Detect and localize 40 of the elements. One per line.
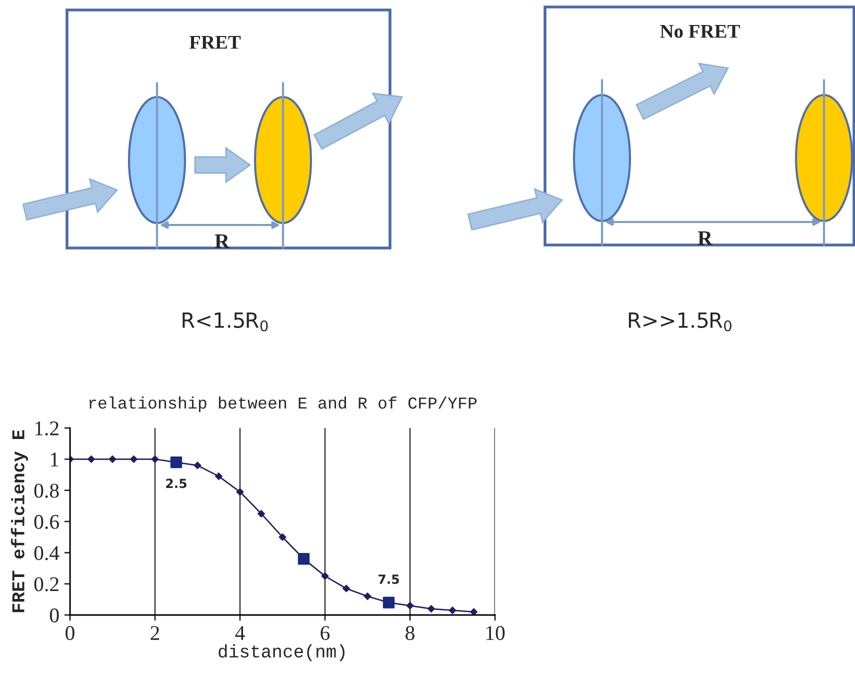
point — [278, 533, 286, 542]
text: R>>1.5R$_{0}$ — [628, 312, 732, 332]
point — [364, 592, 372, 600]
point — [151, 455, 159, 464]
x-tick-label: 0 — [66, 626, 74, 640]
annotation: 2.5 — [166, 478, 186, 488]
point — [108, 455, 116, 464]
point — [130, 455, 138, 464]
x-tick-label: 8 — [406, 626, 414, 640]
y-tick-label: 0.4 — [34, 546, 60, 560]
x-tick-label: 6 — [320, 626, 330, 640]
y-tick-label: 0.8 — [34, 484, 59, 498]
point — [448, 606, 456, 614]
y-tick-label: 1.2 — [35, 421, 58, 436]
point — [87, 455, 96, 464]
y-tick-label: 0.2 — [34, 577, 58, 592]
y-axis-title: FRET efficiency E — [10, 430, 28, 612]
x-tick-label: 2 — [150, 626, 160, 640]
x-tick-label: 10 — [486, 626, 505, 640]
text: R — [214, 234, 230, 248]
point — [194, 461, 202, 470]
point — [236, 488, 244, 496]
chart-title: relationship between E and R of CFP/YFP — [89, 396, 477, 412]
text: R — [698, 231, 713, 246]
text: FRET — [189, 36, 241, 49]
point — [470, 608, 478, 615]
point — [214, 472, 223, 480]
point — [342, 584, 350, 592]
x-tick-label: 4 — [235, 626, 245, 640]
annotation: 7.5 — [378, 574, 399, 584]
y-tick-label: 0.6 — [34, 514, 59, 530]
point — [406, 602, 414, 610]
x-axis-title: distance(nm) — [218, 644, 344, 662]
point — [321, 572, 329, 580]
point — [257, 510, 266, 518]
y-tick-label: 0 — [50, 608, 59, 622]
point — [427, 604, 436, 613]
text: R<1.5R$_{0}$ — [182, 312, 268, 332]
y-tick-label: 1 — [51, 452, 58, 466]
text: No FRET — [660, 24, 740, 38]
